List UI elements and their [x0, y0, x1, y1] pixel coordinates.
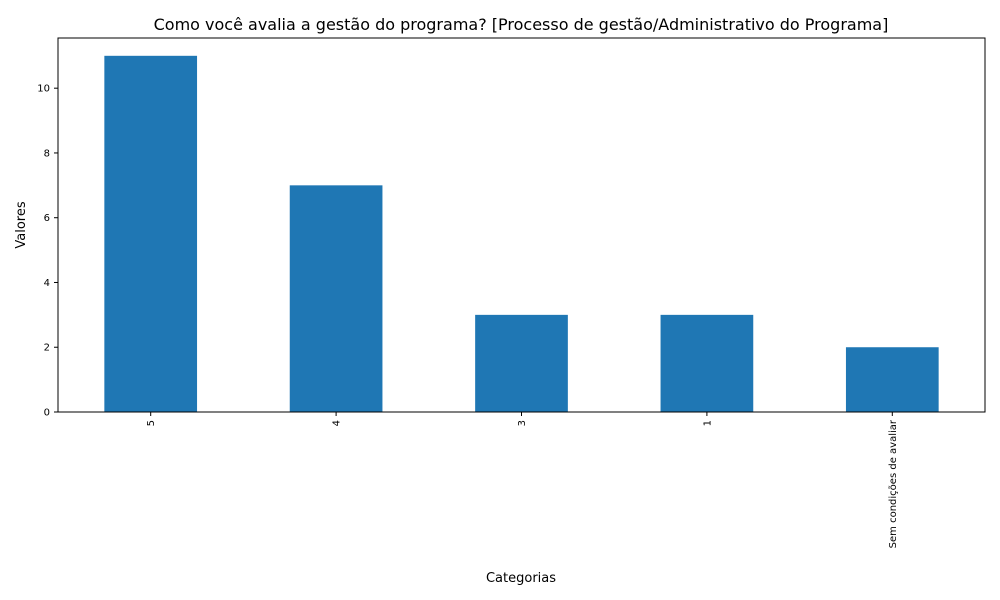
bar-1 [289, 185, 383, 412]
y-tick-label: 8 [44, 148, 50, 159]
bar-4 [845, 347, 939, 412]
bar-0 [104, 55, 198, 413]
plot-frame [57, 37, 986, 413]
x-tick-label: 3 [517, 420, 528, 426]
bar-2 [475, 314, 568, 412]
y-tick-label: 0 [44, 408, 50, 419]
y-tick-label: 6 [44, 213, 50, 224]
x-tick-label: 4 [332, 420, 343, 426]
y-tick-label: 4 [44, 278, 50, 289]
x-tick-label: Sem condições de avaliar [888, 419, 899, 548]
bars-group [104, 55, 939, 413]
x-tick-label: 1 [702, 420, 713, 426]
x-axis-ticks: 5 4 3 1 Sem condições de avaliar [146, 412, 899, 548]
bar-3 [660, 314, 754, 412]
y-tick-label: 10 [37, 84, 50, 95]
y-axis-ticks: 0 2 4 6 8 10 [37, 84, 58, 419]
y-axis-label: Valores [14, 201, 29, 248]
x-tick-label: 5 [146, 420, 157, 426]
chart-title: Como você avalia a gestão do programa? [… [154, 15, 889, 34]
x-axis-label: Categorias [486, 571, 556, 586]
y-tick-label: 2 [44, 343, 50, 354]
